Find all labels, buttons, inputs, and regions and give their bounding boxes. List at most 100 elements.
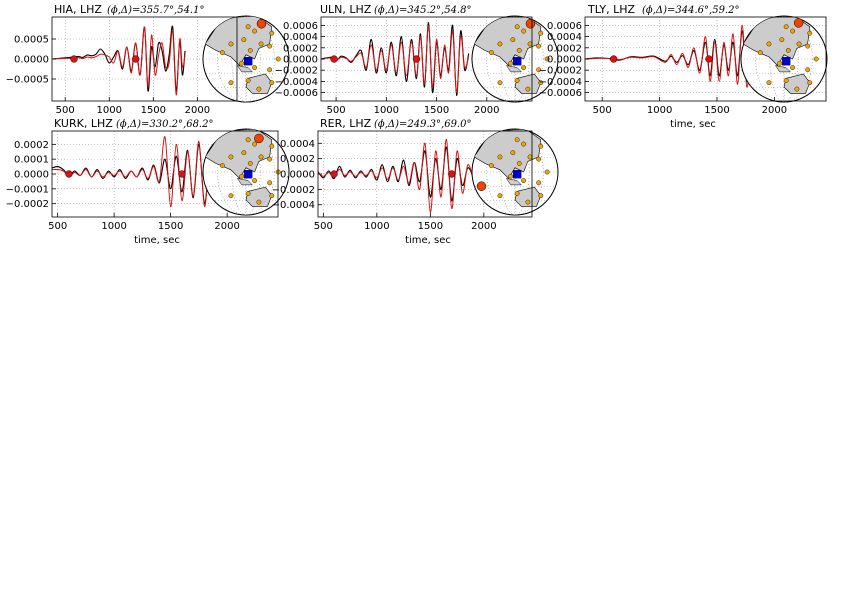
- synthetic-trace: [318, 138, 474, 213]
- x-tick-label: 1000: [101, 221, 126, 232]
- y-tick-label: −0.0001: [6, 184, 49, 195]
- y-tick-label: 0.0001: [14, 155, 49, 166]
- land-islands: [236, 65, 253, 73]
- station-dot: [252, 28, 258, 34]
- x-tick-label: 2000: [214, 221, 239, 232]
- station-dot: [785, 48, 791, 53]
- globe-meridian: [486, 16, 544, 102]
- x-tick-label: 2000: [471, 221, 496, 232]
- y-tick-label: −0.0006: [539, 88, 582, 99]
- station-dot: [497, 154, 503, 160]
- station-dot: [497, 41, 503, 47]
- land-nz: [544, 208, 550, 215]
- globe-meridian: [500, 129, 530, 215]
- y-tick-label: −0.0004: [539, 77, 582, 88]
- y-tick-label: −0.0002: [6, 199, 49, 210]
- y-tick-label: 0.0006: [283, 21, 318, 32]
- station-dot: [508, 60, 514, 66]
- station-dot: [544, 169, 550, 175]
- station-dot: [497, 193, 503, 199]
- highlight-station: [254, 133, 264, 144]
- station-dot: [525, 199, 531, 205]
- land-asia: [473, 129, 542, 179]
- globe-meridian: [231, 129, 261, 215]
- station-dot: [536, 156, 542, 162]
- panel-title: ULN, LHZ: [320, 3, 372, 16]
- phase-marker: [70, 55, 78, 63]
- x-tick-label: 1500: [704, 105, 729, 116]
- station-dot: [514, 137, 520, 143]
- panel-title-angles: (ϕ,Δ)=249.3°,69.0°: [374, 119, 471, 130]
- land-asia: [473, 16, 542, 66]
- station-dot: [805, 67, 811, 73]
- y-tick-label: 0.0000: [14, 170, 49, 181]
- station-dot: [219, 163, 225, 168]
- station-dot: [267, 43, 273, 49]
- series-group: [52, 25, 186, 96]
- series-group: [318, 138, 474, 213]
- globe-meridian: [231, 16, 261, 102]
- station-dot: [536, 180, 542, 186]
- series-group: [52, 136, 217, 208]
- station-dot: [245, 137, 251, 143]
- station-dot: [497, 80, 503, 86]
- x-axis-label: time, sec: [670, 119, 716, 130]
- source-marker: [512, 169, 522, 179]
- phase-marker: [705, 55, 713, 63]
- station-dot: [536, 67, 542, 73]
- phase-marker: [412, 55, 421, 63]
- station-dot: [269, 80, 275, 86]
- land-asia: [204, 16, 273, 66]
- y-tick-label: −0.0002: [275, 66, 318, 77]
- globe-inset: [471, 128, 559, 216]
- station-dot: [766, 80, 772, 86]
- station-dot: [813, 56, 819, 62]
- station-dot: [516, 48, 522, 53]
- source-marker: [243, 169, 253, 179]
- station-dot: [794, 86, 800, 92]
- station-dot: [239, 173, 245, 179]
- station-dot: [258, 41, 264, 47]
- x-tick-label: 1000: [97, 105, 122, 116]
- y-tick-label: 0.0000: [547, 55, 582, 66]
- x-tick-label: 2000: [185, 105, 210, 116]
- x-tick-label: 2000: [474, 105, 499, 116]
- phase-marker: [448, 170, 456, 178]
- y-tick-label: 0.0004: [547, 32, 582, 43]
- station-dot: [796, 41, 802, 47]
- station-dot: [538, 80, 544, 86]
- highlight-station: [476, 181, 487, 191]
- y-tick-label: −0.0006: [275, 88, 318, 99]
- globe-meridian: [486, 129, 544, 215]
- phase-marker: [330, 55, 338, 63]
- station-dot: [516, 160, 522, 166]
- station-dot: [527, 154, 533, 160]
- x-tick-label: 2000: [762, 105, 787, 116]
- station-dot: [790, 65, 795, 71]
- station-dot: [228, 41, 234, 47]
- station-dot: [245, 78, 251, 83]
- station-dot: [269, 193, 275, 199]
- panel-title-angles: (ϕ,Δ)=345.2°,54.8°: [374, 5, 471, 16]
- panel-tly: TLY, LHZ (ϕ,Δ)=344.6°,59.2° time, sec 50…: [539, 3, 828, 130]
- station-dot: [488, 163, 494, 168]
- phase-marker: [178, 170, 186, 178]
- synthetic-trace: [52, 136, 217, 208]
- synthetic-trace: [321, 24, 470, 94]
- panel-title: HIA, LHZ: [54, 3, 102, 16]
- station-dot: [258, 154, 264, 160]
- land-islands: [774, 65, 792, 73]
- station-dot: [510, 150, 516, 156]
- station-dot: [247, 48, 253, 53]
- y-tick-label: 0.0000: [14, 55, 49, 66]
- land-australia: [245, 73, 273, 94]
- x-tick-label: 500: [593, 105, 612, 116]
- x-axis-label: time, sec: [405, 235, 451, 246]
- station-dot: [777, 60, 783, 66]
- station-dot: [488, 50, 494, 55]
- y-tick-label: 0.0000: [280, 170, 315, 181]
- station-dot: [538, 193, 544, 199]
- synthetic-trace: [52, 26, 186, 96]
- globe-inset: [202, 128, 290, 216]
